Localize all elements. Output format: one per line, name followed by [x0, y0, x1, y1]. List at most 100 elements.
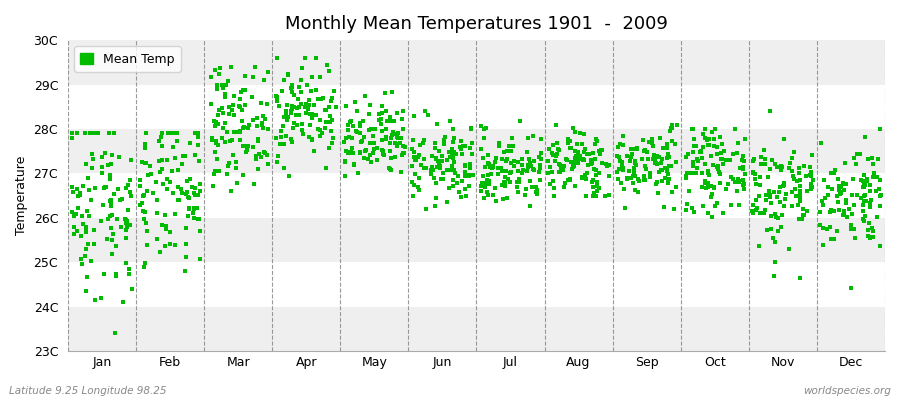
Point: [814, 198, 829, 204]
Point: [630, 189, 644, 196]
Point: [530, 191, 544, 197]
Point: [139, 130, 153, 137]
Point: [431, 158, 446, 164]
Point: [839, 200, 853, 206]
Point: [516, 167, 530, 173]
Point: [562, 176, 577, 182]
Point: [771, 188, 786, 195]
Point: [485, 164, 500, 170]
Point: [277, 165, 292, 171]
Point: [353, 150, 367, 156]
Point: [123, 189, 138, 195]
Point: [482, 160, 496, 167]
Point: [736, 177, 751, 183]
Point: [209, 140, 223, 146]
Point: [837, 187, 851, 193]
Point: [246, 144, 260, 151]
Point: [351, 170, 365, 176]
Point: [709, 200, 724, 206]
Point: [238, 73, 253, 79]
Point: [785, 189, 799, 195]
Point: [738, 135, 752, 142]
Point: [616, 166, 630, 173]
Point: [284, 103, 299, 109]
Point: [304, 74, 319, 80]
Point: [382, 166, 397, 172]
Point: [547, 192, 562, 199]
Point: [112, 196, 127, 203]
Point: [495, 168, 509, 174]
Point: [857, 193, 871, 199]
Point: [349, 108, 364, 114]
Point: [489, 197, 503, 204]
Point: [138, 209, 152, 216]
Point: [354, 138, 368, 145]
Point: [636, 137, 651, 143]
Point: [294, 76, 309, 83]
Point: [706, 129, 720, 135]
Point: [770, 215, 785, 222]
Point: [204, 137, 219, 143]
Point: [310, 96, 325, 102]
Point: [322, 68, 337, 74]
Point: [578, 146, 592, 152]
Point: [428, 180, 443, 186]
Point: [616, 132, 630, 139]
Point: [731, 176, 745, 182]
Point: [74, 255, 88, 262]
Point: [454, 145, 468, 152]
Point: [108, 273, 122, 279]
Point: [428, 203, 442, 210]
Point: [103, 172, 117, 178]
Point: [313, 117, 328, 123]
Point: [269, 135, 284, 141]
Point: [410, 154, 425, 160]
Point: [796, 212, 811, 218]
Point: [327, 88, 341, 94]
Point: [376, 152, 391, 158]
Point: [567, 159, 581, 165]
Point: [290, 104, 304, 111]
Point: [714, 156, 728, 162]
Point: [505, 134, 519, 141]
Point: [112, 154, 126, 160]
Point: [804, 182, 818, 189]
Point: [396, 108, 410, 114]
Point: [241, 124, 256, 131]
Point: [383, 134, 398, 141]
Point: [372, 117, 386, 123]
Point: [219, 82, 233, 88]
Point: [286, 104, 301, 110]
Point: [590, 138, 605, 144]
Point: [458, 169, 473, 175]
Point: [611, 166, 625, 172]
Point: [792, 183, 806, 189]
Point: [172, 196, 186, 203]
Point: [661, 171, 675, 177]
Point: [865, 225, 879, 232]
Point: [429, 164, 444, 170]
Point: [642, 138, 656, 145]
Point: [78, 246, 93, 252]
Point: [486, 163, 500, 170]
Title: Monthly Mean Temperatures 1901  -  2009: Monthly Mean Temperatures 1901 - 2009: [285, 15, 668, 33]
Point: [312, 127, 327, 134]
Point: [79, 226, 94, 232]
Point: [582, 150, 597, 157]
Point: [159, 226, 174, 232]
Point: [680, 200, 694, 207]
Point: [749, 197, 763, 203]
Point: [656, 145, 670, 152]
Point: [496, 196, 510, 202]
Point: [571, 141, 585, 147]
Point: [296, 131, 310, 137]
Point: [860, 176, 875, 182]
Point: [325, 116, 339, 123]
Point: [443, 118, 457, 124]
Point: [207, 149, 221, 156]
Point: [105, 251, 120, 257]
Point: [764, 157, 778, 164]
Point: [215, 135, 230, 141]
Point: [491, 140, 506, 147]
Point: [384, 155, 399, 162]
